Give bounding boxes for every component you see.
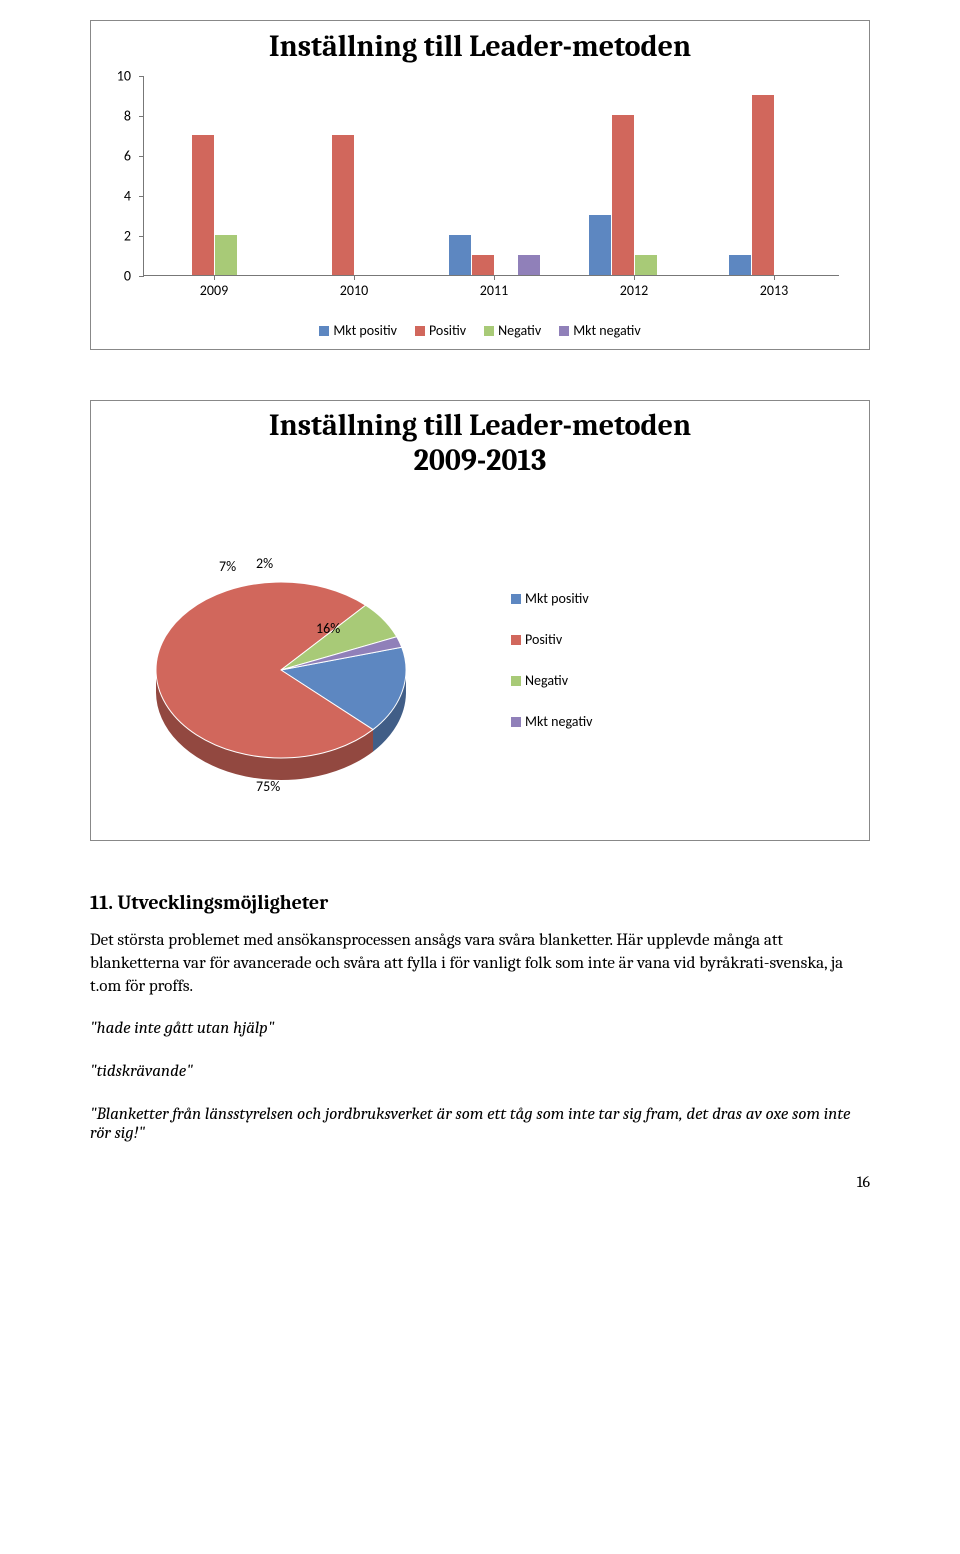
pie-chart-title: Inställning till Leader-metoden 2009-201… bbox=[91, 401, 869, 490]
bar-chart-title: Inställning till Leader-metoden bbox=[91, 21, 869, 76]
legend-label: Positiv bbox=[525, 631, 562, 648]
pie-slice-label: 2% bbox=[256, 555, 273, 572]
bar bbox=[635, 255, 657, 275]
legend-swatch bbox=[319, 326, 329, 336]
pie-slice-label: 75% bbox=[256, 778, 280, 795]
quote-3: "Blanketter från länsstyrelsen och jordb… bbox=[90, 1105, 870, 1143]
quote-2: "tidskrävande" bbox=[90, 1062, 870, 1081]
bar-group bbox=[729, 95, 820, 275]
legend-swatch bbox=[415, 326, 425, 336]
bar-group bbox=[449, 235, 540, 275]
legend-label: Negativ bbox=[525, 672, 568, 689]
quote-1: "hade inte gått utan hjälp" bbox=[90, 1019, 870, 1038]
legend-item: Mkt positiv bbox=[511, 590, 592, 607]
legend-label: Mkt negativ bbox=[525, 713, 592, 730]
legend-label: Positiv bbox=[429, 322, 466, 339]
bar bbox=[612, 115, 634, 275]
y-tick-label: 4 bbox=[124, 188, 131, 205]
section-heading: 11. Utvecklingsmöjligheter bbox=[90, 891, 870, 914]
legend-swatch bbox=[511, 717, 521, 727]
legend-swatch bbox=[559, 326, 569, 336]
legend-item: Negativ bbox=[511, 672, 592, 689]
legend-item: Positiv bbox=[511, 631, 592, 648]
legend-swatch bbox=[511, 635, 521, 645]
legend-label: Mkt negativ bbox=[573, 322, 640, 339]
legend-swatch bbox=[511, 594, 521, 604]
y-tick-label: 6 bbox=[124, 148, 131, 165]
bar bbox=[729, 255, 751, 275]
y-tick-label: 2 bbox=[124, 228, 131, 245]
bar bbox=[589, 215, 611, 275]
bar-chart-plot: 0246810 20092010201120122013 bbox=[103, 76, 849, 316]
section-body: Det största problemet med ansökansproces… bbox=[90, 930, 870, 999]
y-tick-label: 8 bbox=[124, 108, 131, 125]
legend-swatch bbox=[484, 326, 494, 336]
pie-chart-legend: Mkt positiv Positiv Negativ Mkt negativ bbox=[511, 590, 592, 730]
page-number: 16 bbox=[90, 1173, 870, 1191]
bar bbox=[752, 95, 774, 275]
pie-slice-label: 7% bbox=[219, 558, 236, 575]
bar bbox=[192, 135, 214, 275]
bar-group bbox=[309, 135, 400, 275]
legend-item: Mkt negativ bbox=[559, 322, 640, 339]
legend-item: Negativ bbox=[484, 322, 541, 339]
legend-item: Mkt positiv bbox=[319, 322, 397, 339]
pie-chart: Inställning till Leader-metoden 2009-201… bbox=[90, 400, 870, 841]
legend-swatch bbox=[511, 676, 521, 686]
x-tick-label: 2012 bbox=[620, 282, 648, 299]
pie-plot: 16% 75% 7% 2% bbox=[111, 500, 451, 820]
y-tick-label: 0 bbox=[124, 268, 131, 285]
bar-group bbox=[589, 115, 680, 275]
bar-chart-legend: Mkt positiv Positiv Negativ Mkt negativ bbox=[91, 316, 869, 349]
pie-slice-label: 16% bbox=[316, 620, 340, 637]
x-tick-label: 2013 bbox=[760, 282, 788, 299]
x-tick-label: 2011 bbox=[480, 282, 508, 299]
legend-label: Negativ bbox=[498, 322, 541, 339]
bar bbox=[472, 255, 494, 275]
y-tick-label: 10 bbox=[117, 68, 131, 85]
bar bbox=[449, 235, 471, 275]
legend-label: Mkt positiv bbox=[525, 590, 589, 607]
x-tick-label: 2010 bbox=[340, 282, 368, 299]
x-tick-label: 2009 bbox=[200, 282, 228, 299]
bar bbox=[518, 255, 540, 275]
legend-item: Positiv bbox=[415, 322, 466, 339]
legend-label: Mkt positiv bbox=[333, 322, 397, 339]
bar-chart: Inställning till Leader-metoden 0246810 … bbox=[90, 20, 870, 350]
legend-item: Mkt negativ bbox=[511, 713, 592, 730]
bar bbox=[215, 235, 237, 275]
bar bbox=[332, 135, 354, 275]
bar-group bbox=[169, 135, 260, 275]
